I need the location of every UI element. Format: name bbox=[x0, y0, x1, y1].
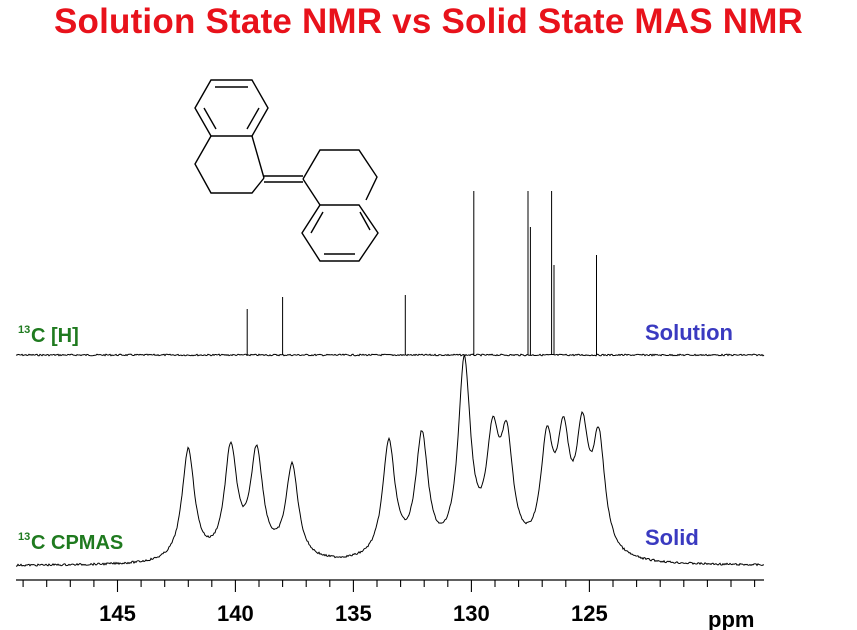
solid-spectrum-trace bbox=[15, 354, 764, 567]
x-tick-label: 130 bbox=[453, 601, 490, 626]
solution-label: C [H] bbox=[31, 325, 79, 347]
solution-spectrum-trace bbox=[15, 191, 765, 357]
solid-label-superscript: 13 bbox=[18, 531, 30, 543]
solid-label: C CPMAS bbox=[31, 532, 123, 554]
solution-label-superscript: 13 bbox=[18, 324, 30, 336]
chart-title: Solution State NMR vs Solid State MAS NM… bbox=[53, 2, 804, 41]
solid-tag: Solid bbox=[645, 525, 699, 550]
x-axis-unit-label: ppm bbox=[708, 607, 754, 630]
solution-tag: Solution bbox=[645, 320, 733, 345]
x-tick-label: 125 bbox=[571, 601, 608, 626]
x-axis: 145 140 135 130 125 bbox=[16, 579, 764, 626]
molecule-structure bbox=[194, 79, 379, 262]
x-tick-label: 135 bbox=[335, 601, 372, 626]
x-tick-label: 145 bbox=[99, 601, 136, 626]
x-tick-label: 140 bbox=[217, 601, 254, 626]
